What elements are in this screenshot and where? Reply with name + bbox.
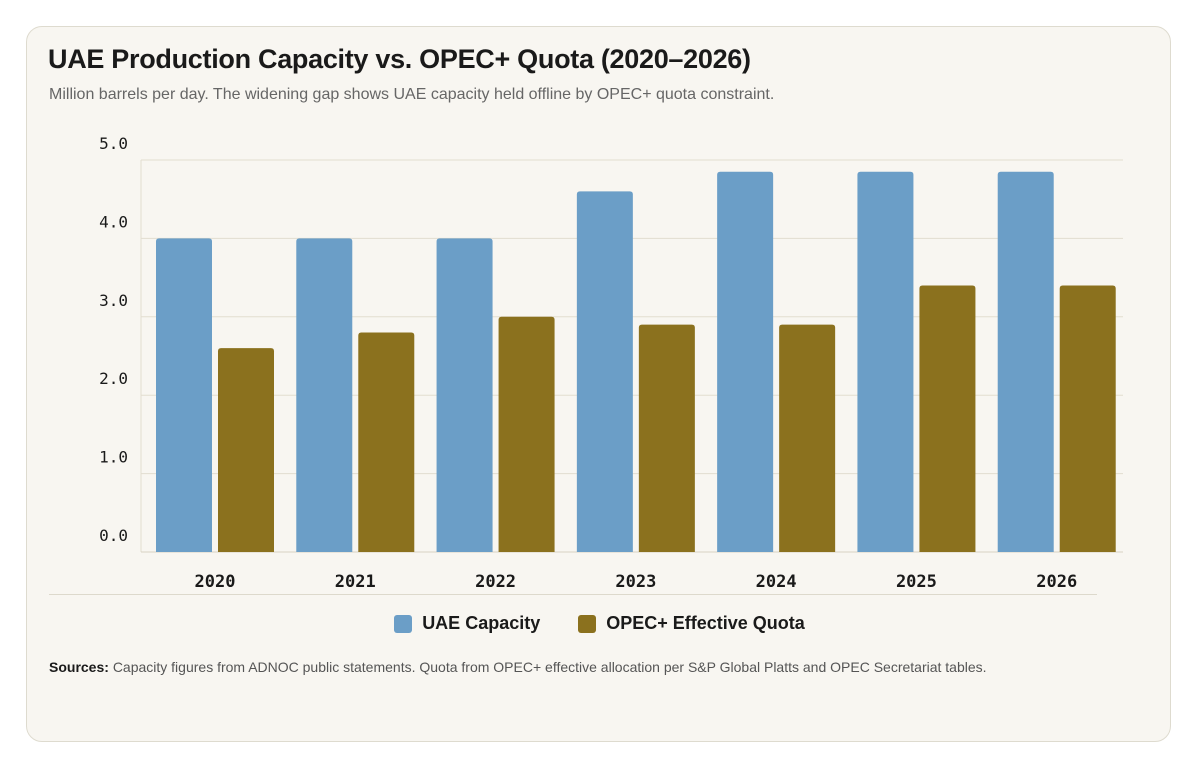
bar-quota — [919, 285, 976, 552]
x-tick-label: 2022 — [475, 572, 516, 592]
bar-quota — [779, 324, 836, 552]
x-tick-label: 2024 — [756, 572, 797, 592]
chart-title: UAE Production Capacity vs. OPEC+ Quota … — [48, 44, 751, 74]
legend-divider — [49, 594, 1097, 595]
chart-subtitle: Million barrels per day. The widening ga… — [49, 86, 775, 103]
y-tick-label: 4.0 — [99, 212, 128, 231]
y-tick-label: 2.0 — [99, 369, 128, 388]
x-tick-label: 2020 — [195, 572, 236, 592]
bar-capacity — [436, 238, 493, 552]
bar-capacity — [857, 171, 914, 552]
bar-quota — [218, 348, 274, 552]
bar-capacity — [296, 238, 353, 552]
legend-item-quota: OPEC+ Effective Quota — [578, 613, 805, 634]
legend-label-capacity: UAE Capacity — [422, 613, 541, 633]
y-tick-label: 3.0 — [99, 291, 128, 310]
x-tick-label: 2023 — [615, 572, 656, 592]
x-tick-label: 2026 — [1036, 572, 1077, 592]
sources-text: Capacity figures from ADNOC public state… — [112, 659, 987, 675]
legend-swatch-capacity — [394, 614, 413, 633]
bar-quota — [358, 332, 415, 552]
x-tick-label: 2021 — [335, 572, 376, 592]
y-tick-label: 5.0 — [99, 134, 128, 153]
bar-quota — [498, 316, 555, 552]
legend: UAE Capacity OPEC+ Effective Quota — [0, 613, 1199, 634]
bar-capacity — [156, 238, 212, 552]
legend-swatch-quota — [578, 614, 597, 633]
sources-note: Sources: Capacity figures from ADNOC pub… — [49, 659, 987, 675]
legend-label-quota: OPEC+ Effective Quota — [606, 613, 805, 633]
x-tick-label: 2025 — [896, 572, 937, 592]
bar-quota — [638, 324, 695, 552]
bar-quota — [1059, 285, 1116, 552]
legend-item-capacity: UAE Capacity — [394, 613, 540, 634]
bar-chart: 0.0 1.0 2.0 3.0 4.0 5.0 2020 2021 2022 2023 2024 20… — [99, 134, 1123, 592]
y-tick-label: 0.0 — [99, 526, 128, 545]
bar-capacity — [717, 171, 774, 552]
bar-capacity — [997, 171, 1054, 552]
sources-label: Sources: — [49, 659, 109, 675]
y-tick-label: 1.0 — [99, 448, 128, 467]
bar-capacity — [576, 191, 633, 553]
